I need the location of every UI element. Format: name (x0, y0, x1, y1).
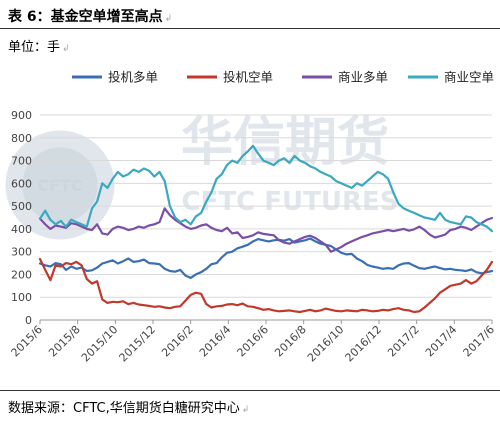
y-tick-label: 700 (11, 155, 32, 168)
y-tick-label: 200 (11, 268, 32, 281)
source-note: 数据来源：CFTC,华信期货白糖研究中心 ↲ (8, 401, 250, 416)
paragraph-mark-icon: ↲ (164, 14, 173, 24)
x-tick-label: 2015/10 (79, 323, 121, 365)
x-tick-label: 2017/2 (385, 323, 422, 360)
paragraph-mark-icon: ↲ (241, 405, 250, 415)
x-tick-label: 2016/10 (305, 323, 347, 365)
x-tick-label: 2016/8 (272, 323, 309, 360)
watermark-en-text: CFTC FUTURES (182, 187, 399, 217)
series-line-3 (38, 207, 494, 253)
x-tick-label: 2015/12 (117, 323, 159, 365)
x-tick-label: 2016/12 (343, 323, 385, 365)
paragraph-mark-icon: ↲ (62, 44, 70, 54)
x-tick-label: 2016/4 (197, 323, 234, 360)
y-tick-label: 600 (11, 177, 32, 190)
y-tick-label: 800 (11, 132, 32, 145)
y-axis: 0 100 200 300 400 500 600 700 800 900 (11, 109, 32, 327)
watermark-seal-text: CFTC (37, 176, 82, 195)
x-tick-label: 2017/4 (423, 323, 460, 360)
x-tick-label: 2016/6 (235, 323, 272, 360)
y-tick-label: 400 (11, 223, 32, 236)
legend: 投机多单 投机空单 商业多单 商业空单 (72, 70, 494, 85)
legend-label: 商业空单 (444, 70, 494, 85)
watermark-cn-text: 华信期货 (181, 113, 389, 173)
series-line-4 (38, 144, 494, 233)
top-rule (0, 28, 500, 29)
watermark: CFTC 华信期货 CFTC FUTURES (5, 113, 399, 240)
y-tick-label: 300 (11, 246, 32, 259)
x-tick-label: 2015/8 (46, 323, 83, 360)
unit-label: 单位：手 ↲ (8, 40, 70, 55)
legend-label: 投机空单 (223, 70, 273, 85)
series-line-1 (38, 237, 494, 279)
y-tick-label: 0 (25, 314, 32, 327)
legend-label: 商业多单 (338, 70, 388, 85)
y-tick-label: 500 (11, 200, 32, 213)
series-line-2 (38, 257, 494, 314)
y-tick-label: 900 (11, 109, 32, 122)
y-tick-label: 100 (11, 291, 32, 304)
legend-label: 投机多单 (108, 70, 158, 85)
series-group (38, 144, 494, 314)
chart-title: 表 6：基金空单增至高点 ↲ (8, 9, 173, 25)
bottom-rule (0, 390, 500, 391)
x-tick-label: 2017/6 (461, 323, 498, 360)
x-tick-label: 2016/2 (159, 323, 196, 360)
x-tick-label: 2015/6 (9, 323, 46, 360)
